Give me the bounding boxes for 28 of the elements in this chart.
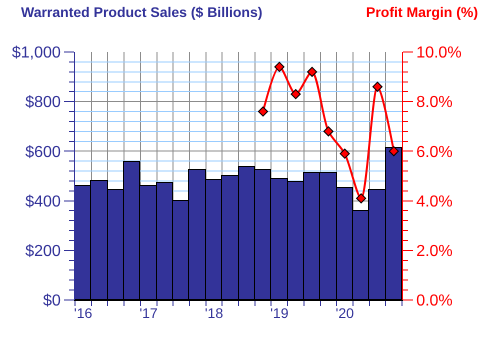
y-tick-label: $600 xyxy=(25,144,61,161)
point xyxy=(388,146,399,156)
y-tick-label: $200 xyxy=(25,243,61,260)
point xyxy=(356,193,366,204)
y2-tick-label: 0.0% xyxy=(416,292,453,310)
x-tick-label: '20 xyxy=(336,304,354,321)
point xyxy=(258,106,268,117)
point xyxy=(372,82,383,92)
x-tick-label: '18 xyxy=(204,304,224,321)
point xyxy=(340,148,350,159)
y2-tick-label: 2.0% xyxy=(416,243,453,260)
point xyxy=(323,126,334,136)
point xyxy=(290,89,301,100)
y-tick-label: $400 xyxy=(25,193,61,210)
y2-tick-label: 10.0% xyxy=(416,44,462,62)
y-axis-title: Warranted Product Sales ($ Billions) xyxy=(21,4,262,20)
point xyxy=(274,62,284,72)
y-tick-label: $0 xyxy=(43,292,61,310)
point xyxy=(307,66,318,77)
x-tick-label: '17 xyxy=(139,304,158,321)
x-tick-label: '19 xyxy=(270,304,289,321)
x-tick-label: '16 xyxy=(74,304,93,321)
y2-tick-label: 6.0% xyxy=(416,144,453,161)
y2-axis-title: Profit Margin (%) xyxy=(366,4,478,20)
y-tick-label: $1,000 xyxy=(12,44,61,62)
y2-tick-label: 8.0% xyxy=(416,94,453,112)
y-tick-label: $800 xyxy=(25,94,61,112)
y2-tick-label: 4.0% xyxy=(416,193,453,210)
